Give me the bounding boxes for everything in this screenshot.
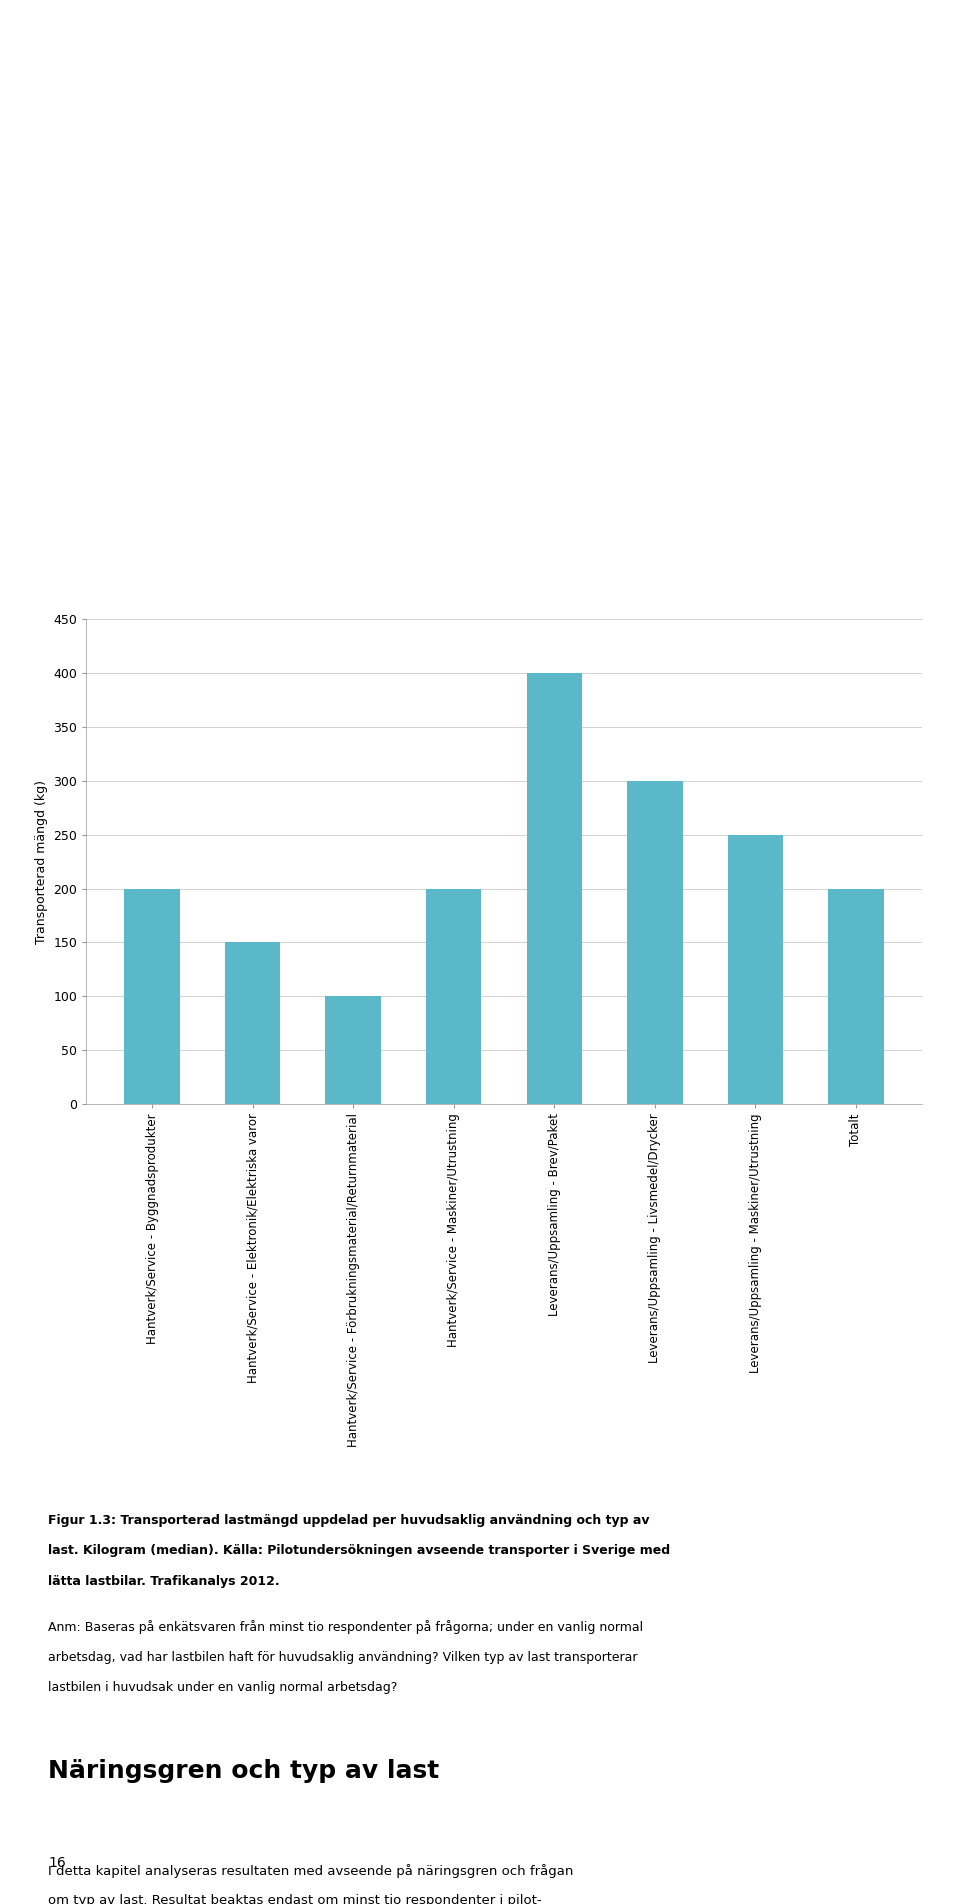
Bar	[527, 672, 582, 1104]
Text: Anm: Baseras på enkätsvaren från minst tio respondenter på frågorna; under en va: Anm: Baseras på enkätsvaren från minst t…	[48, 1620, 643, 1634]
Text: lastbilen i huvudsak under en vanlig normal arbetsdag?: lastbilen i huvudsak under en vanlig nor…	[48, 1681, 397, 1695]
Text: last. Kilogram (median). Källa: Pilotundersökningen avseende transporter i Sveri: last. Kilogram (median). Källa: Pilotund…	[48, 1544, 670, 1557]
Bar	[828, 889, 883, 1104]
Bar	[125, 889, 180, 1104]
Text: I detta kapitel analyseras resultaten med avseende på näringsgren och frågan: I detta kapitel analyseras resultaten me…	[48, 1864, 573, 1877]
Text: 16: 16	[48, 1856, 65, 1870]
Text: lätta lastbilar. Trafikanalys 2012.: lätta lastbilar. Trafikanalys 2012.	[48, 1575, 279, 1588]
Bar	[225, 942, 280, 1104]
Text: Näringsgren och typ av last: Näringsgren och typ av last	[48, 1759, 440, 1784]
Text: Figur 1.3: Transporterad lastmängd uppdelad per huvudsaklig användning och typ a: Figur 1.3: Transporterad lastmängd uppde…	[48, 1514, 650, 1527]
Bar	[426, 889, 481, 1104]
Bar	[627, 781, 683, 1104]
Bar	[728, 834, 783, 1104]
Text: om typ av last. Resultat beaktas endast om minst tio respondenter i pilot-: om typ av last. Resultat beaktas endast …	[48, 1894, 541, 1904]
Y-axis label: Transporterad mängd (kg): Transporterad mängd (kg)	[35, 779, 48, 944]
Bar	[325, 996, 381, 1104]
Text: arbetsdag, vad har lastbilen haft för huvudsaklig användning? Vilken typ av last: arbetsdag, vad har lastbilen haft för hu…	[48, 1651, 637, 1664]
